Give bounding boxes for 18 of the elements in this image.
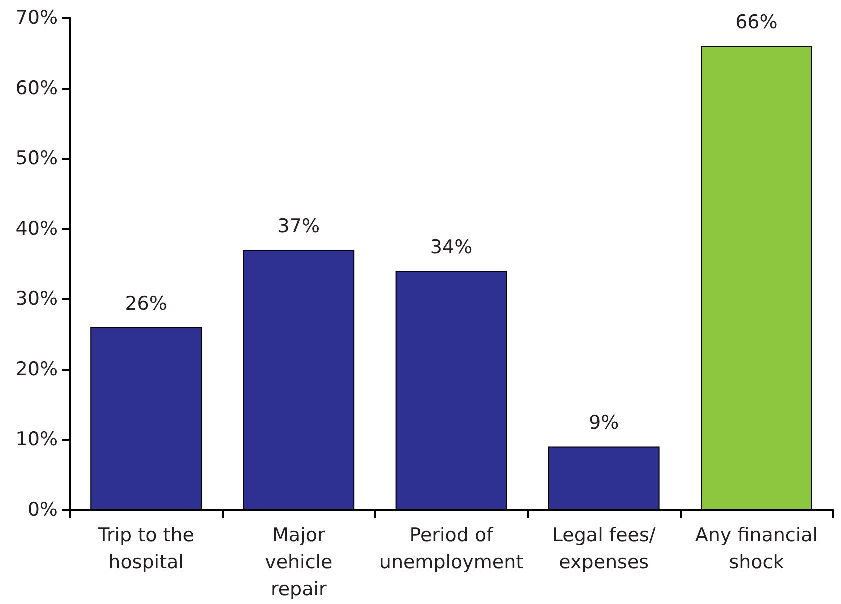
data-label: 37% [278,215,320,238]
x-tick-label: Period of unemployment [379,524,524,574]
data-label: 26% [125,292,168,315]
y-tick-label: 0% [28,499,58,521]
y-tick-label: 60% [16,77,58,100]
x-tick-label: Legal fees/ expenses [552,524,656,574]
x-tick-label: Major vehicle repair [265,524,333,600]
y-tick-label: 30% [16,288,58,310]
x-tick-label: Trip to the hospital [97,524,194,574]
data-label: 34% [430,236,473,259]
y-tick-label: 40% [16,218,58,240]
x-tick-label: Any financial shock [695,524,818,574]
y-tick-label: 50% [16,148,58,170]
y-tick-label: 70% [16,7,58,29]
data-label: 9% [589,412,620,434]
data-label: 66% [736,12,778,34]
y-tick-label: 10% [16,428,58,451]
y-tick-label: 20% [16,358,58,380]
